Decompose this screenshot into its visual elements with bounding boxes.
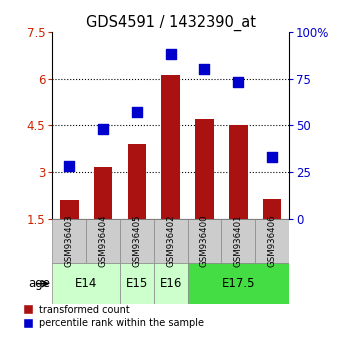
Text: GSM936400: GSM936400: [200, 215, 209, 267]
Bar: [221, 219, 255, 263]
Point: [236, 80, 241, 85]
Bar: [52, 219, 86, 263]
Bar: [154, 263, 188, 304]
Point: [100, 126, 106, 132]
Bar: [86, 219, 120, 263]
Text: E17.5: E17.5: [221, 277, 255, 290]
Text: GSM936405: GSM936405: [132, 215, 141, 267]
Bar: [154, 219, 188, 263]
Bar: [120, 263, 154, 304]
Text: age: age: [29, 277, 51, 290]
Bar: [120, 219, 154, 263]
Bar: [128, 144, 146, 219]
Point: [134, 109, 140, 115]
Text: E16: E16: [160, 277, 182, 290]
Point: [67, 164, 72, 169]
Legend: transformed count, percentile rank within the sample: transformed count, percentile rank withi…: [24, 305, 204, 328]
Text: GSM936401: GSM936401: [234, 215, 243, 267]
Bar: [52, 263, 120, 304]
Bar: [188, 219, 221, 263]
Text: GSM936403: GSM936403: [65, 215, 74, 267]
Text: GSM936402: GSM936402: [166, 215, 175, 267]
Bar: [229, 125, 247, 219]
Text: GSM936404: GSM936404: [99, 215, 107, 267]
Bar: [188, 263, 289, 304]
Text: GSM936406: GSM936406: [268, 215, 276, 267]
Point: [168, 51, 173, 57]
Text: E15: E15: [126, 277, 148, 290]
Point: [269, 154, 275, 160]
Bar: [263, 199, 281, 219]
Text: E14: E14: [75, 277, 97, 290]
Bar: [195, 119, 214, 219]
Bar: [60, 200, 78, 219]
Bar: [255, 219, 289, 263]
Point: [202, 67, 207, 72]
Title: GDS4591 / 1432390_at: GDS4591 / 1432390_at: [86, 14, 256, 30]
Bar: [94, 167, 113, 219]
Bar: [162, 75, 180, 219]
